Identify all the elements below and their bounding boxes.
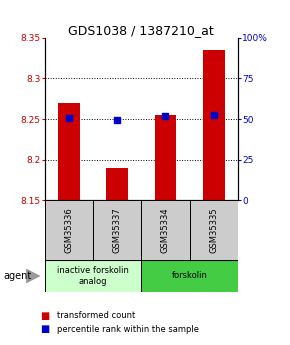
Text: ■: ■	[41, 311, 50, 321]
Bar	[93, 200, 142, 260]
Title: GDS1038 / 1387210_at: GDS1038 / 1387210_at	[68, 24, 214, 37]
Text: transformed count: transformed count	[57, 311, 135, 320]
Text: ■: ■	[41, 325, 50, 334]
Bar	[45, 260, 142, 292]
Text: GSM35337: GSM35337	[113, 207, 122, 253]
Text: GSM35336: GSM35336	[65, 207, 74, 253]
Text: GSM35335: GSM35335	[209, 207, 218, 253]
Text: percentile rank within the sample: percentile rank within the sample	[57, 325, 199, 334]
Text: agent: agent	[3, 271, 31, 281]
Bar	[45, 200, 93, 260]
Text: inactive forskolin
analog: inactive forskolin analog	[57, 266, 129, 286]
Text: forskolin: forskolin	[172, 272, 208, 280]
Bar	[155, 115, 176, 200]
Bar	[106, 168, 128, 200]
Text: GSM35334: GSM35334	[161, 207, 170, 253]
Bar	[142, 200, 190, 260]
Bar	[203, 50, 224, 200]
Bar	[142, 260, 238, 292]
Polygon shape	[26, 268, 41, 284]
Bar	[58, 103, 80, 200]
Bar	[190, 200, 238, 260]
